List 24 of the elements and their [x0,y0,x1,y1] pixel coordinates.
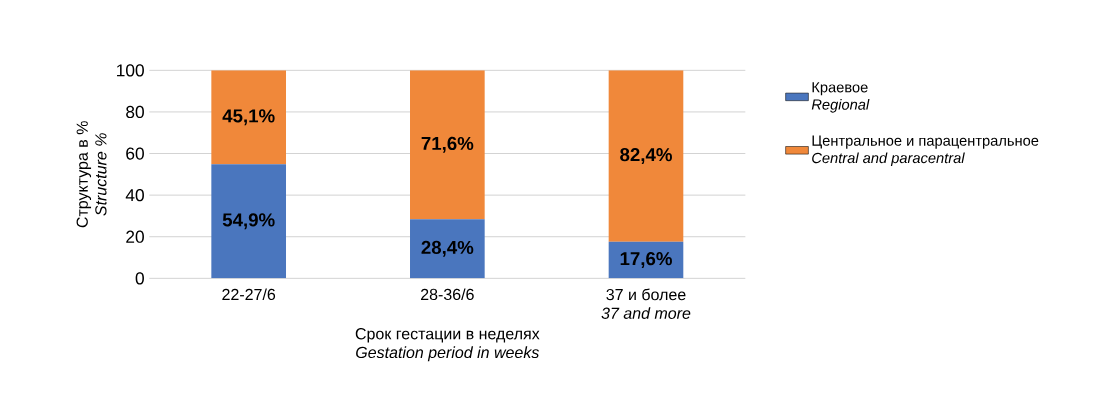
y-tick-label: 40 [125,188,144,202]
data-label: 71,6% [421,136,474,153]
y-tick-label: 100 [117,64,144,77]
x-tick-label: 28-36/6 [421,288,474,301]
bar [608,70,684,242]
y-axis-title: Структура в % Structure % [76,121,107,228]
y-tick-label: 80 [126,105,144,119]
data-label: 82,4% [620,148,672,164]
x-tick-label: 37 и более 37 and more [601,288,691,319]
data-label: 45,1% [222,109,275,126]
y-tick-label: 20 [126,230,144,243]
x-axis-title: Срок гестации в неделях Gestation period in weeks [355,328,540,362]
y-tick-label: 0 [135,272,144,285]
data-label: 54,9% [222,213,275,230]
y-tick-label: 60 [126,147,144,160]
legend-label: Краевое Regional [811,82,870,113]
bar [211,164,287,279]
bar [211,70,287,165]
legend-label: Центральное и парацентральное Central and paracentral [812,135,1039,167]
data-label: 17,6% [620,252,672,268]
bar [410,219,485,279]
bar [410,70,485,220]
x-tick-label: 22-27/6 [222,288,276,301]
data-label: 28,4% [421,240,474,257]
